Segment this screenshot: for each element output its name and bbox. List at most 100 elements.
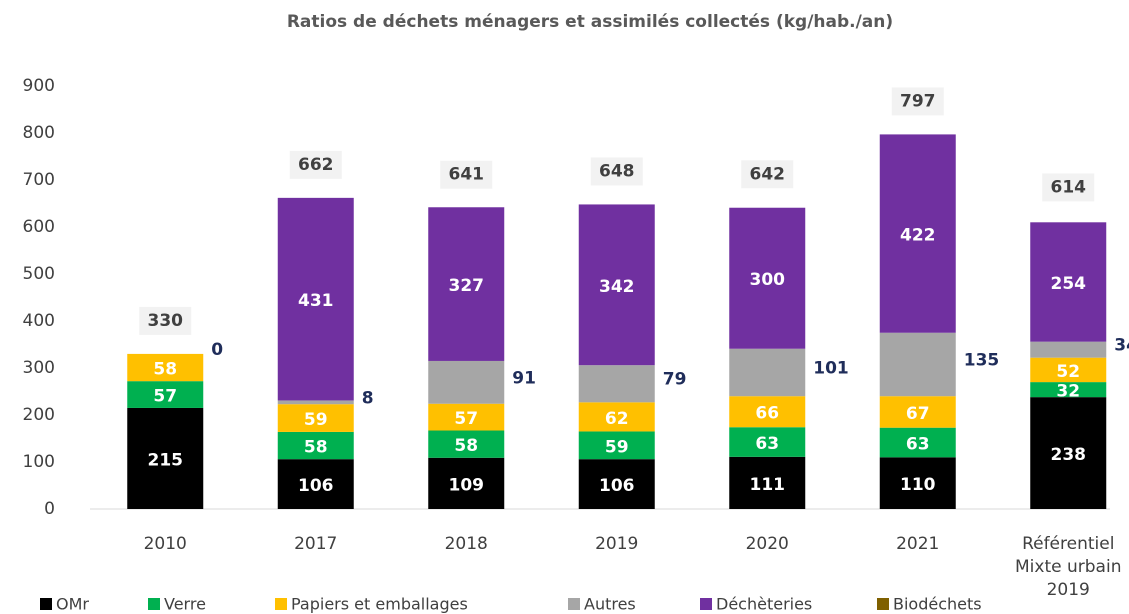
bar-segment bbox=[1030, 382, 1107, 398]
data-label: 111 bbox=[750, 475, 786, 495]
y-tick-label: 800 bbox=[23, 123, 55, 143]
y-tick-label: 500 bbox=[23, 264, 55, 284]
total-box bbox=[891, 87, 944, 116]
x-tick-label: 2018 bbox=[445, 534, 488, 554]
y-tick-label: 600 bbox=[23, 217, 55, 237]
data-label: 79 bbox=[663, 370, 687, 390]
data-label: 109 bbox=[449, 475, 485, 495]
data-label: 62 bbox=[605, 409, 629, 429]
x-tick-label: 2019 bbox=[595, 534, 638, 554]
data-label: 67 bbox=[906, 404, 930, 424]
legend-label: Verre bbox=[164, 595, 206, 614]
total-label: 797 bbox=[900, 91, 936, 111]
y-tick-label: 200 bbox=[23, 405, 55, 425]
x-tick-label: 2021 bbox=[896, 534, 939, 554]
data-label: 34 bbox=[1114, 336, 1129, 356]
data-label: 59 bbox=[304, 410, 328, 430]
total-label: 642 bbox=[750, 164, 786, 184]
data-label: 58 bbox=[454, 436, 478, 456]
data-label: 57 bbox=[153, 387, 177, 407]
bar-segment bbox=[428, 430, 505, 458]
bar-segment bbox=[879, 396, 956, 428]
data-label: 58 bbox=[304, 438, 328, 458]
x-tick-label: Référentiel Mixte urbain 2019 bbox=[1015, 534, 1121, 600]
total-box bbox=[1042, 173, 1095, 202]
bar-segment bbox=[1030, 341, 1107, 358]
data-label: 101 bbox=[813, 358, 849, 378]
bar-segment bbox=[578, 365, 655, 403]
x-tick-label: 2010 bbox=[144, 534, 187, 554]
legend-label: Papiers et emballages bbox=[291, 595, 468, 614]
x-tick-label: 2017 bbox=[294, 534, 337, 554]
data-label: 63 bbox=[906, 434, 930, 454]
total-label: 648 bbox=[599, 161, 635, 181]
total-box bbox=[741, 160, 794, 189]
bar-segment bbox=[127, 353, 204, 382]
data-label: 0 bbox=[211, 340, 223, 360]
bar-segment bbox=[729, 348, 806, 397]
data-label: 215 bbox=[148, 450, 184, 470]
legend-swatch bbox=[148, 598, 160, 610]
total-label: 641 bbox=[449, 165, 485, 185]
bar-segment bbox=[127, 381, 204, 408]
bar-segment bbox=[1030, 357, 1107, 383]
bar-segment bbox=[277, 197, 354, 401]
bar-segment bbox=[729, 396, 806, 428]
y-tick-label: 100 bbox=[23, 452, 55, 472]
data-label: 431 bbox=[298, 291, 334, 311]
data-label: 106 bbox=[599, 476, 635, 496]
chart-title: Ratios de déchets ménagers et assimilés … bbox=[287, 12, 893, 32]
data-label: 342 bbox=[599, 277, 635, 297]
bar-segment bbox=[578, 402, 655, 432]
y-tick-label: 900 bbox=[23, 76, 55, 96]
data-label: 135 bbox=[964, 350, 1000, 370]
y-tick-label: 700 bbox=[23, 170, 55, 190]
data-label: 57 bbox=[454, 409, 478, 429]
y-tick-label: 0 bbox=[44, 499, 55, 519]
data-label: 52 bbox=[1056, 362, 1080, 382]
legend-swatch bbox=[877, 598, 889, 610]
y-tick-label: 400 bbox=[23, 311, 55, 331]
bar-segment bbox=[729, 456, 806, 509]
total-label: 614 bbox=[1051, 177, 1087, 197]
data-label: 327 bbox=[449, 276, 485, 296]
data-label: 422 bbox=[900, 226, 936, 246]
bar-segment bbox=[879, 427, 956, 458]
y-tick-label: 300 bbox=[23, 358, 55, 378]
bar-segment bbox=[578, 459, 655, 509]
legend-swatch bbox=[568, 598, 580, 610]
legend-label: Déchèteries bbox=[716, 595, 812, 614]
bar-segment bbox=[729, 427, 806, 457]
data-label: 106 bbox=[298, 476, 334, 496]
bar-segment bbox=[277, 400, 354, 405]
data-label: 58 bbox=[153, 360, 177, 380]
bar-segment bbox=[277, 404, 354, 432]
total-box bbox=[590, 157, 643, 186]
bar-segment bbox=[127, 407, 204, 509]
bar-segment bbox=[428, 360, 505, 404]
legend-swatch bbox=[40, 598, 52, 610]
bar-segment bbox=[1030, 397, 1107, 509]
bar-segment bbox=[428, 207, 505, 361]
bar-segment bbox=[879, 332, 956, 397]
bar-segment bbox=[277, 431, 354, 460]
bar-segment bbox=[428, 457, 505, 509]
legend-swatch bbox=[275, 598, 287, 610]
legend-label: Biodéchets bbox=[893, 595, 982, 614]
total-box bbox=[139, 306, 192, 335]
data-label: 59 bbox=[605, 437, 629, 457]
data-label: 8 bbox=[362, 388, 374, 408]
legend-label: Autres bbox=[584, 595, 636, 614]
data-label: 63 bbox=[755, 434, 779, 454]
data-label: 66 bbox=[755, 404, 779, 424]
total-label: 330 bbox=[148, 311, 184, 331]
total-label: 662 bbox=[298, 155, 334, 175]
data-label: 91 bbox=[512, 368, 536, 388]
data-label: 300 bbox=[750, 270, 786, 290]
data-label: 254 bbox=[1051, 274, 1087, 294]
data-label: 110 bbox=[900, 475, 936, 495]
bar-segment bbox=[729, 207, 806, 349]
bar-segment bbox=[428, 403, 505, 431]
bar-segment bbox=[578, 204, 655, 366]
